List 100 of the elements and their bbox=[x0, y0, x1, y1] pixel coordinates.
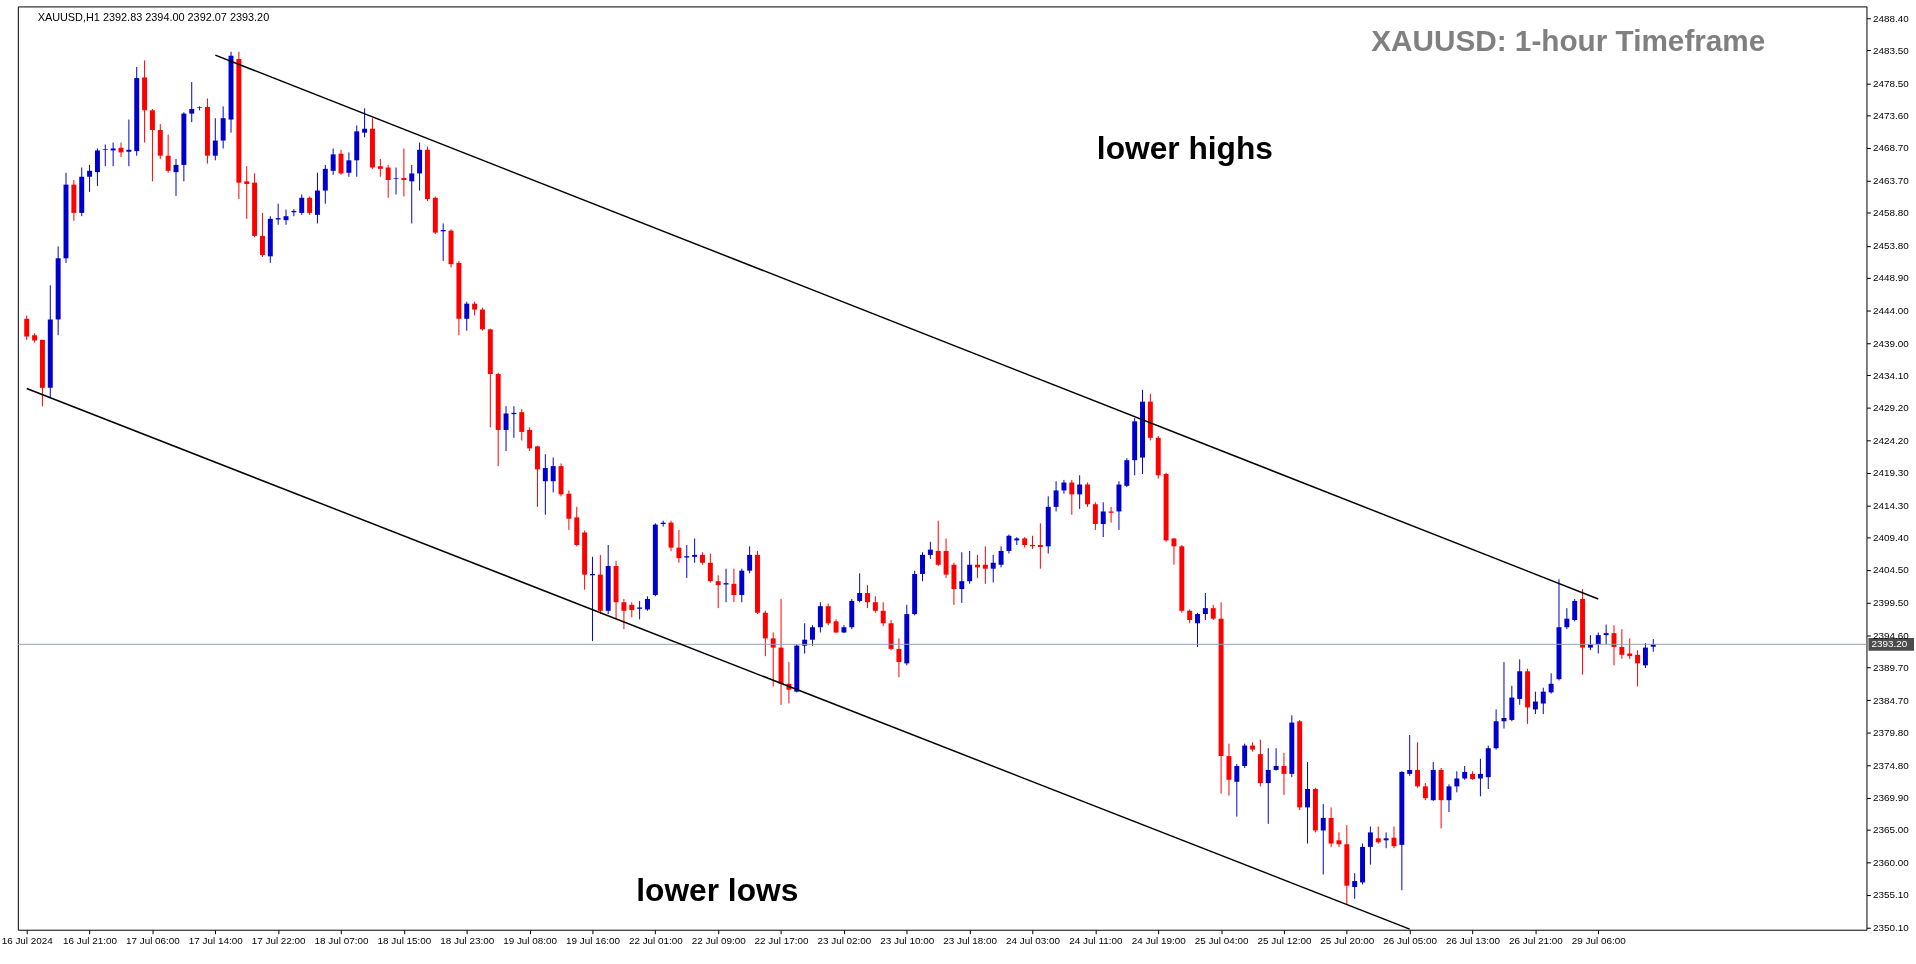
candlestick bbox=[1635, 649, 1641, 687]
text: XAUUSD: 1-hour Timeframe bbox=[1371, 23, 1766, 57]
candlestick bbox=[967, 550, 973, 585]
candlestick bbox=[1532, 691, 1538, 715]
candlestick bbox=[149, 108, 155, 182]
candlestick bbox=[1642, 642, 1648, 669]
candlestick bbox=[715, 574, 721, 609]
candlestick bbox=[1391, 825, 1397, 849]
y-tick-label: 2350.10 bbox=[1872, 922, 1910, 934]
x-tick-label: 22 Jul 09:00 bbox=[691, 935, 747, 947]
chart-subtitle: XAUUSD,H1 2392.83 2394.00 2392.07 2393.20 bbox=[37, 11, 270, 24]
x-tick-label: 17 Jul 22:00 bbox=[251, 935, 307, 947]
candlestick bbox=[998, 545, 1004, 568]
candlestick bbox=[1061, 479, 1067, 495]
x-tick-label: 16 Jul 21:00 bbox=[63, 935, 118, 947]
x-tick-label: 19 Jul 08:00 bbox=[503, 935, 558, 947]
x-tick-label: 24 Jul 03:00 bbox=[1006, 935, 1061, 947]
candlestick bbox=[87, 164, 93, 193]
y-tick-label: 2399.50 bbox=[1872, 597, 1910, 609]
candlestick bbox=[1234, 763, 1240, 818]
candlestick bbox=[959, 551, 965, 604]
candlestick bbox=[982, 545, 988, 585]
x-tick-label: 22 Jul 17:00 bbox=[754, 935, 809, 947]
candlestick bbox=[857, 572, 863, 603]
y-tick-label: 2434.10 bbox=[1872, 369, 1910, 381]
y-tick-label: 2458.80 bbox=[1872, 207, 1910, 219]
candlestick bbox=[1572, 598, 1578, 622]
candlestick bbox=[299, 194, 305, 216]
candlestick bbox=[1367, 825, 1373, 866]
candlestick bbox=[189, 81, 195, 123]
y-tick-label: 2404.50 bbox=[1872, 564, 1910, 576]
x-tick-label: 25 Jul 04:00 bbox=[1194, 935, 1250, 947]
candlestick bbox=[1454, 770, 1460, 793]
candlestick bbox=[535, 445, 540, 508]
candlestick bbox=[1242, 743, 1248, 769]
x-tick-label: 17 Jul 06:00 bbox=[125, 935, 181, 947]
candlestick bbox=[825, 603, 831, 626]
candlestick bbox=[1100, 501, 1106, 538]
candlestick bbox=[102, 144, 108, 167]
x-tick-label: 23 Jul 02:00 bbox=[817, 935, 872, 947]
candlestick bbox=[880, 601, 886, 627]
candlestick bbox=[943, 537, 949, 579]
y-tick-label: 2379.80 bbox=[1872, 726, 1910, 738]
x-tick-label: 18 Jul 07:00 bbox=[314, 935, 369, 947]
candlestick bbox=[1320, 803, 1326, 875]
candlestick bbox=[1053, 480, 1059, 512]
candlestick bbox=[519, 408, 525, 441]
candlestick bbox=[330, 147, 336, 176]
x-tick-label: 25 Jul 20:00 bbox=[1320, 935, 1375, 947]
candlestick bbox=[393, 167, 399, 195]
candlestick bbox=[1540, 687, 1546, 715]
candlestick bbox=[621, 598, 627, 630]
candlestick bbox=[1195, 612, 1200, 648]
candlestick bbox=[1281, 752, 1287, 796]
candlestick bbox=[1273, 747, 1279, 772]
candlestick bbox=[1202, 592, 1208, 621]
candlestick bbox=[24, 315, 30, 341]
candlestick bbox=[1383, 831, 1389, 849]
y-tick-label: 2394.60 bbox=[1872, 629, 1910, 641]
candlestick bbox=[338, 149, 344, 176]
x-tick-label: 24 Jul 11:00 bbox=[1069, 935, 1123, 947]
y-tick-label: 2468.70 bbox=[1872, 142, 1910, 154]
candlestick bbox=[1603, 624, 1609, 645]
candlestick bbox=[212, 117, 218, 161]
x-tick-label: 29 Jul 06:00 bbox=[1571, 935, 1627, 947]
candlestick bbox=[770, 631, 776, 687]
candlestick bbox=[865, 584, 870, 609]
x-tick-label: 19 Jul 16:00 bbox=[566, 935, 621, 947]
x-tick-label: 26 Jul 21:00 bbox=[1508, 935, 1564, 947]
candlestick bbox=[692, 537, 698, 564]
candlestick bbox=[1619, 628, 1625, 660]
candlestick bbox=[346, 151, 352, 178]
y-tick-label: 2414.30 bbox=[1872, 500, 1910, 512]
y-tick-label: 2473.60 bbox=[1872, 110, 1910, 122]
y-tick-label: 2478.50 bbox=[1872, 77, 1910, 89]
ref-line-label: 2393.20 bbox=[1871, 638, 1908, 650]
candlestick bbox=[362, 107, 368, 138]
candlestick bbox=[817, 601, 823, 633]
x-tick-label: 26 Jul 13:00 bbox=[1446, 935, 1501, 947]
y-tick-label: 2448.90 bbox=[1872, 272, 1910, 284]
candlestick bbox=[1006, 534, 1012, 555]
x-tick-label: 23 Jul 10:00 bbox=[880, 935, 935, 947]
candlestick bbox=[503, 405, 509, 452]
candlestick bbox=[1092, 501, 1098, 531]
candlestick bbox=[676, 529, 682, 564]
candlestick bbox=[220, 105, 226, 149]
candlestick bbox=[259, 212, 265, 258]
candlestick bbox=[322, 164, 328, 205]
y-tick-label: 2463.70 bbox=[1872, 175, 1910, 187]
candlestick bbox=[165, 134, 171, 174]
x-tick-label: 26 Jul 05:00 bbox=[1383, 935, 1438, 947]
candlestick bbox=[550, 457, 556, 493]
y-tick-label: 2369.90 bbox=[1872, 792, 1910, 804]
candlestick bbox=[1108, 506, 1114, 524]
x-tick-label: 18 Jul 15:00 bbox=[377, 935, 432, 947]
y-tick-label: 2384.70 bbox=[1872, 694, 1910, 706]
candlestick bbox=[1415, 741, 1421, 789]
candlestick bbox=[94, 147, 100, 187]
y-tick-label: 2453.80 bbox=[1872, 240, 1910, 252]
candlestick bbox=[920, 551, 925, 582]
